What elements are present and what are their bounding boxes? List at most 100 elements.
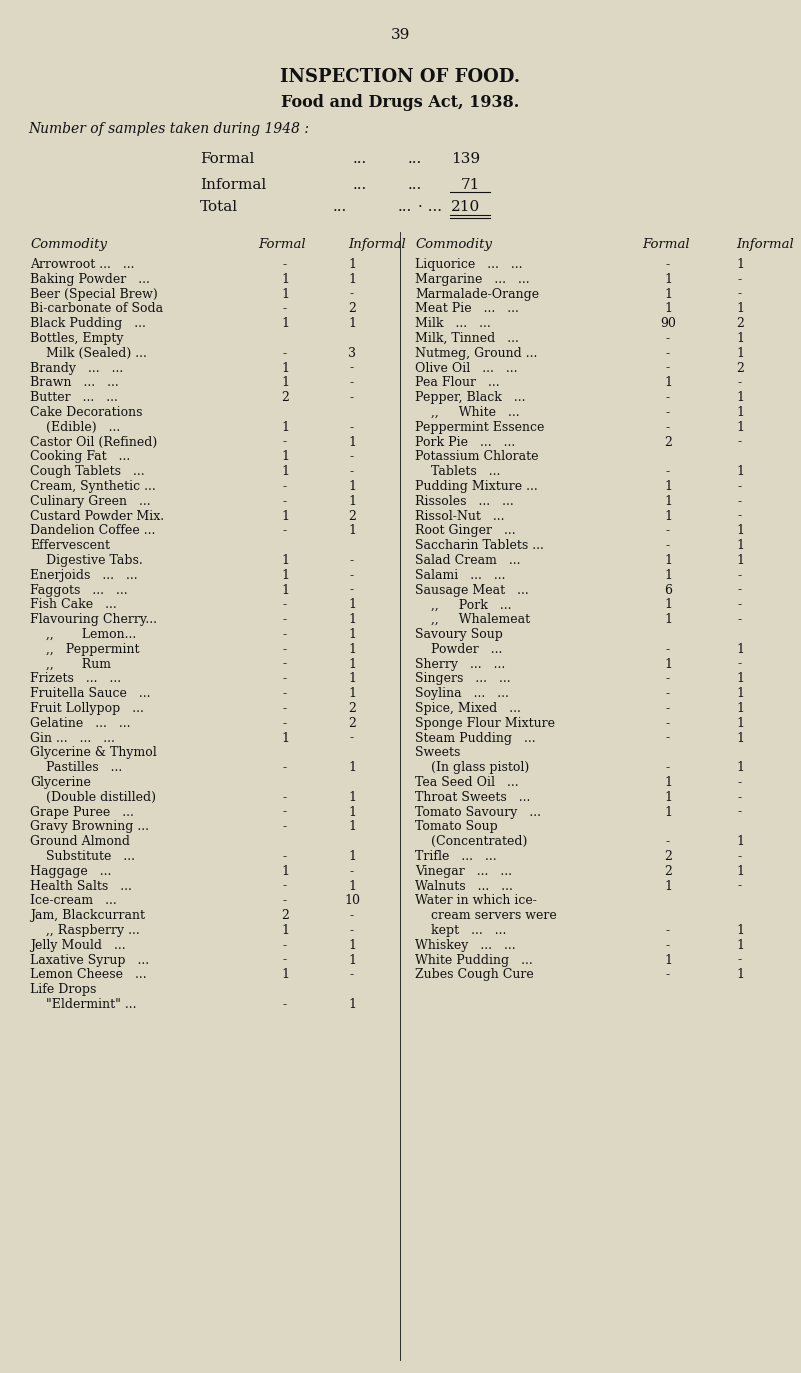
Text: 1: 1: [736, 391, 744, 404]
Text: Singers   ...   ...: Singers ... ...: [415, 673, 510, 685]
Text: 2: 2: [281, 391, 289, 404]
Text: -: -: [666, 924, 670, 936]
Text: 1: 1: [664, 568, 672, 582]
Text: 2: 2: [348, 509, 356, 523]
Text: -: -: [350, 865, 354, 877]
Text: Formal: Formal: [200, 152, 255, 166]
Text: 1: 1: [281, 732, 289, 744]
Text: 1: 1: [348, 850, 356, 864]
Text: 1: 1: [281, 584, 289, 597]
Text: -: -: [666, 406, 670, 419]
Text: -: -: [666, 420, 670, 434]
Text: Pepper, Black   ...: Pepper, Black ...: [415, 391, 525, 404]
Text: 1: 1: [664, 599, 672, 611]
Text: 1: 1: [281, 317, 289, 330]
Text: 1: 1: [736, 688, 744, 700]
Text: -: -: [738, 791, 742, 803]
Text: 1: 1: [736, 673, 744, 685]
Text: 1: 1: [736, 553, 744, 567]
Text: 2: 2: [736, 361, 744, 375]
Text: -: -: [283, 673, 287, 685]
Text: Laxative Syrup   ...: Laxative Syrup ...: [30, 954, 149, 967]
Text: ,, Raspberry ...: ,, Raspberry ...: [30, 924, 139, 936]
Text: 1: 1: [664, 791, 672, 803]
Text: Formal: Formal: [642, 238, 690, 251]
Text: 1: 1: [736, 835, 744, 849]
Text: -: -: [350, 420, 354, 434]
Text: 1: 1: [736, 258, 744, 270]
Text: Fish Cake   ...: Fish Cake ...: [30, 599, 117, 611]
Text: Dandelion Coffee ...: Dandelion Coffee ...: [30, 524, 155, 537]
Text: Arrowroot ...   ...: Arrowroot ... ...: [30, 258, 135, 270]
Text: Zubes Cough Cure: Zubes Cough Cure: [415, 968, 533, 982]
Text: Culinary Green   ...: Culinary Green ...: [30, 494, 151, 508]
Text: Informal: Informal: [736, 238, 794, 251]
Text: 1: 1: [664, 614, 672, 626]
Text: ,,     Pork   ...: ,, Pork ...: [415, 599, 512, 611]
Text: Milk, Tinned   ...: Milk, Tinned ...: [415, 332, 519, 345]
Text: ...: ...: [353, 152, 367, 166]
Text: Sherry   ...   ...: Sherry ... ...: [415, 658, 505, 670]
Text: -: -: [283, 850, 287, 864]
Text: Salad Cream   ...: Salad Cream ...: [415, 553, 521, 567]
Text: 1: 1: [664, 954, 672, 967]
Text: 2: 2: [281, 909, 289, 923]
Text: Formal: Formal: [258, 238, 306, 251]
Text: 1: 1: [281, 287, 289, 301]
Text: (Edible)   ...: (Edible) ...: [30, 420, 120, 434]
Text: Enerjoids   ...   ...: Enerjoids ... ...: [30, 568, 138, 582]
Text: Gelatine   ...   ...: Gelatine ... ...: [30, 717, 131, 730]
Text: -: -: [350, 287, 354, 301]
Text: -: -: [350, 909, 354, 923]
Text: -: -: [738, 376, 742, 390]
Text: -: -: [738, 509, 742, 523]
Text: Jam, Blackcurrant: Jam, Blackcurrant: [30, 909, 145, 923]
Text: 210: 210: [451, 200, 480, 214]
Text: ,,       Rum: ,, Rum: [30, 658, 111, 670]
Text: Root Ginger   ...: Root Ginger ...: [415, 524, 516, 537]
Text: -: -: [738, 614, 742, 626]
Text: 39: 39: [391, 27, 410, 43]
Text: 1: 1: [664, 302, 672, 316]
Text: 1: 1: [281, 553, 289, 567]
Text: ...: ...: [333, 200, 347, 214]
Text: 1: 1: [736, 465, 744, 478]
Text: ,,     White   ...: ,, White ...: [415, 406, 520, 419]
Text: cream servers were: cream servers were: [415, 909, 557, 923]
Text: -: -: [666, 332, 670, 345]
Text: 1: 1: [281, 568, 289, 582]
Text: 1: 1: [348, 599, 356, 611]
Text: Salami   ...   ...: Salami ... ...: [415, 568, 505, 582]
Text: -: -: [666, 939, 670, 951]
Text: 1: 1: [736, 924, 744, 936]
Text: 1: 1: [736, 939, 744, 951]
Text: 1: 1: [348, 954, 356, 967]
Text: -: -: [666, 732, 670, 744]
Text: -: -: [283, 702, 287, 715]
Text: -: -: [283, 806, 287, 818]
Text: Margarine   ...   ...: Margarine ... ...: [415, 273, 529, 286]
Text: 1: 1: [736, 332, 744, 345]
Text: -: -: [283, 658, 287, 670]
Text: Cooking Fat   ...: Cooking Fat ...: [30, 450, 131, 464]
Text: -: -: [283, 627, 287, 641]
Text: Black Pudding   ...: Black Pudding ...: [30, 317, 146, 330]
Text: -: -: [283, 688, 287, 700]
Text: Olive Oil   ...   ...: Olive Oil ... ...: [415, 361, 517, 375]
Text: ...: ...: [353, 178, 367, 192]
Text: -: -: [666, 391, 670, 404]
Text: Pork Pie   ...   ...: Pork Pie ... ...: [415, 435, 515, 449]
Text: Effervescent: Effervescent: [30, 540, 110, 552]
Text: ,,       Lemon...: ,, Lemon...: [30, 627, 136, 641]
Text: Walnuts   ...   ...: Walnuts ... ...: [415, 880, 513, 892]
Text: Gin ...   ...   ...: Gin ... ... ...: [30, 732, 115, 744]
Text: Liquorice   ...   ...: Liquorice ... ...: [415, 258, 522, 270]
Text: (In glass pistol): (In glass pistol): [415, 761, 529, 774]
Text: Savoury Soup: Savoury Soup: [415, 627, 503, 641]
Text: 10: 10: [344, 894, 360, 908]
Text: -: -: [666, 347, 670, 360]
Text: -: -: [666, 761, 670, 774]
Text: -: -: [738, 273, 742, 286]
Text: 1: 1: [348, 494, 356, 508]
Text: Commodity: Commodity: [30, 238, 107, 251]
